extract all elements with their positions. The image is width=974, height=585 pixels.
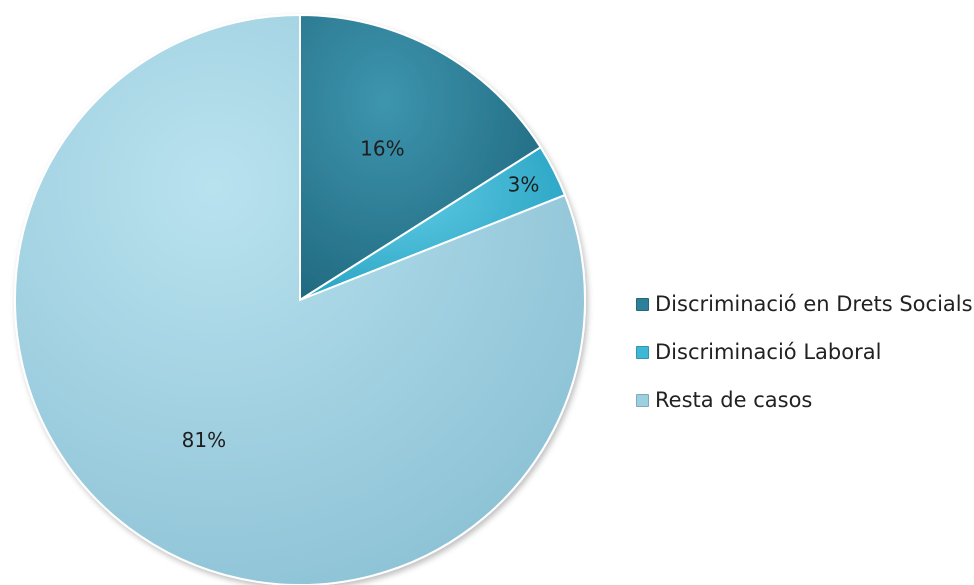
slice-data-label: 3% bbox=[508, 173, 540, 197]
legend-swatch-icon bbox=[636, 345, 649, 359]
slice-data-label: 81% bbox=[182, 428, 226, 452]
legend-swatch-icon bbox=[636, 393, 649, 407]
pie-slice-2[interactable] bbox=[14, 13, 586, 585]
legend-label: Discriminació Laboral bbox=[655, 340, 882, 364]
legend-swatch-icon bbox=[636, 297, 649, 311]
legend-item-resta-de-casos[interactable]: Resta de casos bbox=[636, 386, 973, 414]
legend-label: Resta de casos bbox=[655, 388, 813, 412]
legend-label: Discriminació en Drets Socials bbox=[655, 292, 973, 316]
legend: Discriminació en Drets Socials Discrimin… bbox=[636, 290, 973, 434]
legend-item-discriminacio-drets-socials[interactable]: Discriminació en Drets Socials bbox=[636, 290, 973, 318]
pie-slice-0[interactable] bbox=[299, 13, 543, 302]
legend-item-discriminacio-laboral[interactable]: Discriminació Laboral bbox=[636, 338, 973, 366]
slice-data-label: 16% bbox=[360, 137, 404, 161]
